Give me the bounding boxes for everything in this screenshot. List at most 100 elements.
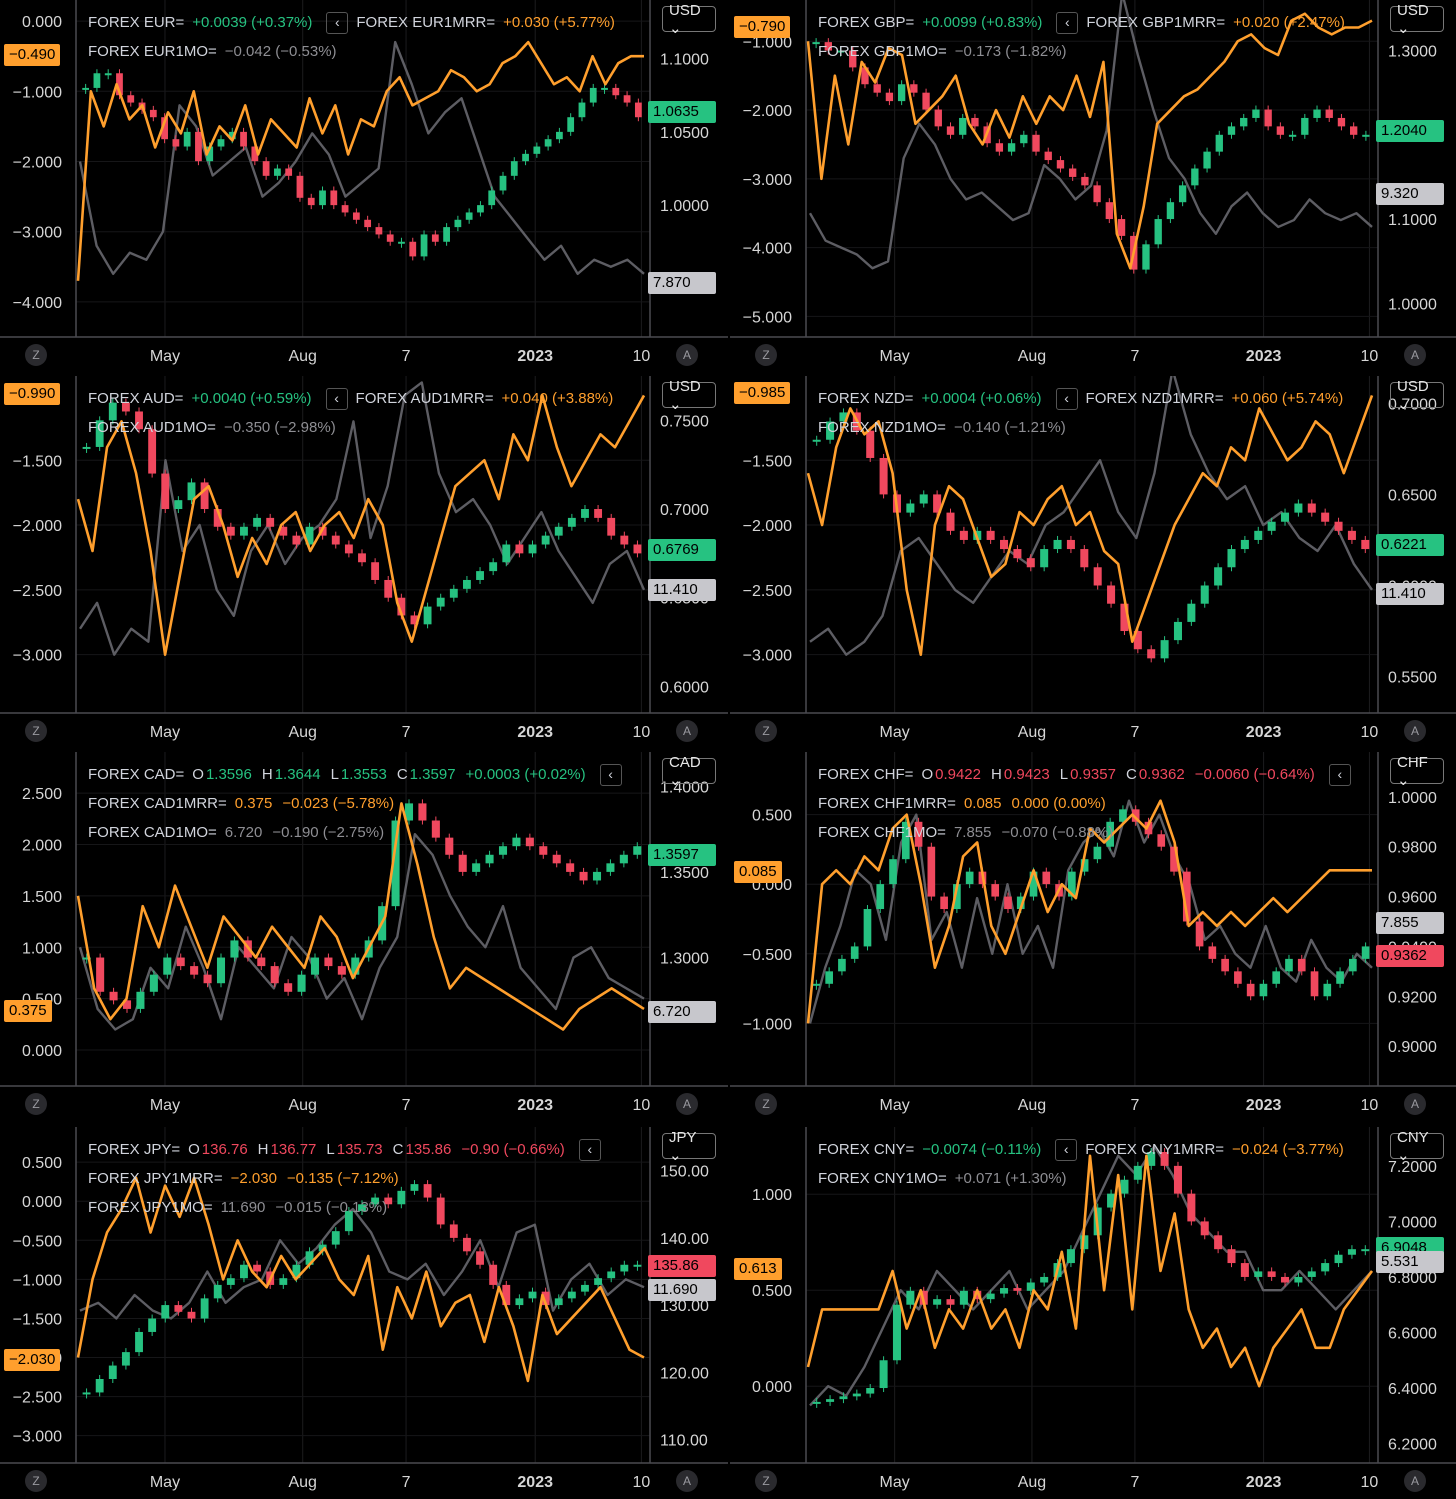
currency-select[interactable]: USD ⌄: [1390, 2, 1444, 37]
x-axis-tick: May: [150, 1474, 180, 1491]
candle: [959, 117, 967, 135]
zoom-button[interactable]: Z: [25, 1093, 47, 1115]
candle: [1157, 834, 1166, 847]
x-axis-tick: 2023: [517, 1097, 553, 1114]
candle: [217, 139, 225, 147]
candle: [1294, 503, 1303, 513]
candle: [1093, 846, 1102, 860]
auto-scale-button[interactable]: A: [676, 344, 698, 366]
candle: [410, 1184, 419, 1191]
currency-select[interactable]: USD ⌄: [1390, 378, 1444, 413]
auto-scale-button[interactable]: A: [1404, 1093, 1426, 1115]
candle: [1154, 219, 1162, 245]
candle: [148, 429, 157, 474]
candle: [1044, 151, 1052, 161]
candle: [1323, 983, 1332, 997]
currency-select[interactable]: USD ⌄: [662, 378, 716, 413]
zoom-button[interactable]: Z: [25, 344, 47, 366]
left-axis-tick: 0.500: [752, 808, 792, 825]
candle: [826, 1399, 835, 1402]
zoom-button[interactable]: Z: [755, 1470, 777, 1492]
chart-pane[interactable]: 0.000 −1.000 −2.000 −3.000 −4.000 1.1000 1.050…: [0, 0, 728, 373]
x-axis-tick: 7: [402, 1097, 411, 1114]
right-axis-tick: 130.00: [660, 1298, 709, 1315]
right-axis-tick: 0.7000: [1388, 396, 1437, 413]
right-axis-tick: 1.3500: [660, 865, 709, 882]
left-axis-tick: −0.500: [13, 1233, 62, 1250]
candle: [364, 219, 372, 228]
candle: [121, 402, 130, 412]
collapse-legend-button[interactable]: ‹: [325, 387, 348, 410]
candle: [619, 854, 628, 864]
auto-scale-button[interactable]: A: [1404, 344, 1426, 366]
chart-pane[interactable]: 0.500 0.000 −0.500 −1.000 1.0000 0.9800 0.9600…: [730, 752, 1456, 1122]
currency-select[interactable]: USD ⌄: [662, 2, 716, 37]
left-axis-tick: 0.000: [22, 14, 62, 31]
candle: [1234, 971, 1242, 984]
price-tag: 0.085: [734, 861, 782, 884]
candle: [108, 402, 117, 421]
currency-select[interactable]: CAD ⌄: [662, 754, 716, 789]
candle: [1170, 846, 1178, 872]
collapse-legend-button[interactable]: ‹: [1055, 387, 1078, 410]
zoom-button[interactable]: Z: [25, 720, 47, 742]
left-axis-tick: −3.000: [13, 1429, 62, 1446]
currency-select[interactable]: CHF ⌄: [1390, 754, 1444, 789]
currency-select[interactable]: JPY ⌄: [662, 1129, 716, 1164]
right-axis-tick: 0.6500: [1388, 487, 1437, 504]
candle: [1144, 821, 1153, 835]
chart-pane[interactable]: −1.500−2.000−2.500−3.0000.70000.65000.60…: [730, 376, 1456, 749]
chart-pane[interactable]: −1.500−2.000−2.500−3.0000.75000.70000.65…: [0, 376, 728, 749]
zoom-button[interactable]: Z: [755, 1093, 777, 1115]
auto-scale-button[interactable]: A: [676, 1470, 698, 1492]
chart-pane[interactable]: 2.5002.0001.5001.0000.5000.0001.40001.35…: [0, 752, 728, 1122]
chart-pane[interactable]: 1.000 0.500 0.000 7.2000 7.0000 6.8000 6.6000 6…: [730, 1127, 1456, 1499]
x-axis-tick: May: [150, 724, 180, 741]
candle: [1093, 567, 1102, 586]
collapse-legend-button[interactable]: ‹: [599, 763, 622, 786]
right-axis-tick: 0.7000: [660, 502, 709, 519]
x-axis-tick: Aug: [288, 1097, 316, 1114]
candle: [195, 131, 202, 162]
left-axis-tick: −1.000: [13, 1272, 62, 1289]
candle: [914, 821, 923, 847]
candle: [292, 1264, 301, 1279]
collapse-legend-button[interactable]: ‹: [1055, 1138, 1078, 1161]
auto-scale-button[interactable]: A: [676, 1093, 698, 1115]
collapse-legend-button[interactable]: ‹: [326, 11, 349, 34]
auto-scale-button[interactable]: A: [1404, 1470, 1426, 1492]
chart-pane[interactable]: −1.000 −2.000 −3.000 −4.000 −5.000 1.3000 1.20…: [730, 0, 1456, 373]
candle: [251, 146, 259, 162]
candle: [266, 517, 275, 527]
candle: [589, 87, 597, 103]
currency-select[interactable]: CNY ⌄: [1390, 1129, 1444, 1164]
zoom-button[interactable]: Z: [25, 1470, 47, 1492]
collapse-legend-button[interactable]: ‹: [578, 1138, 601, 1161]
left-axis-tick: −1.000: [743, 1016, 792, 1033]
candle: [257, 957, 266, 967]
collapse-legend-button[interactable]: ‹: [1328, 763, 1351, 786]
collapse-legend-button[interactable]: ‹: [1056, 11, 1079, 34]
chart-pane[interactable]: 0.5000.000−0.500−1.000−1.500−2.000−2.500…: [0, 1127, 728, 1499]
x-axis-tick: 7: [1130, 348, 1139, 365]
left-axis-tick: −2.000: [13, 518, 62, 535]
candle: [607, 1271, 616, 1279]
left-axis-tick: 1.000: [22, 940, 62, 957]
price-tag: 0.613: [734, 1257, 782, 1280]
candle: [836, 50, 845, 53]
candle: [1004, 896, 1012, 910]
candle: [1080, 859, 1089, 872]
candle: [1187, 603, 1196, 622]
candle: [449, 588, 458, 598]
x-axis-tick: 2023: [1246, 724, 1282, 741]
candle: [852, 1393, 861, 1397]
candle: [633, 1264, 642, 1267]
candle: [594, 509, 603, 518]
zoom-button[interactable]: Z: [755, 720, 777, 742]
candle: [172, 139, 180, 147]
auto-scale-button[interactable]: A: [676, 720, 698, 742]
candle: [1042, 871, 1051, 885]
zoom-button[interactable]: Z: [755, 344, 777, 366]
auto-scale-button[interactable]: A: [1404, 720, 1426, 742]
x-axis-tick: Aug: [288, 348, 316, 365]
